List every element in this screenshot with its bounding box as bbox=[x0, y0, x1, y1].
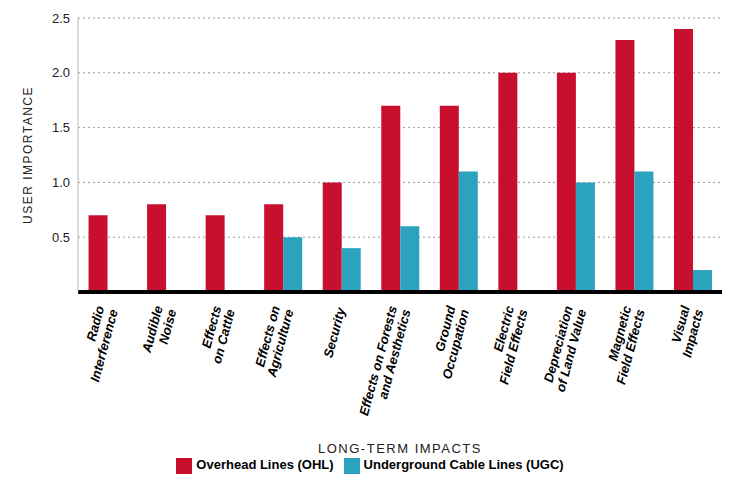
svg-text:MagneticField Effects: MagneticField Effects bbox=[600, 303, 648, 386]
svg-text:AudibleNoise: AudibleNoise bbox=[139, 304, 180, 359]
html-text:Underground Cable Lines (UGC): Underground Cable Lines (UGC) bbox=[363, 457, 564, 472]
svg-text:USER IMPORTANCE: USER IMPORTANCE bbox=[21, 86, 35, 224]
svg-text:Security: Security bbox=[320, 305, 348, 359]
svg-text:1.0: 1.0 bbox=[52, 175, 70, 190]
svg-text:Effects on Forestsand Aestheti: Effects on Forestsand Aesthetics bbox=[356, 304, 413, 421]
svg-text:Effects onAgriculture: Effects onAgriculture bbox=[250, 304, 296, 380]
svg-text:Effectson Cattle: Effectson Cattle bbox=[195, 304, 237, 365]
svg-text:ElectricField Effects: ElectricField Effects bbox=[483, 303, 531, 386]
html-text:Overhead Lines (OHL): Overhead Lines (OHL) bbox=[196, 457, 334, 472]
svg-text:RadioInterference: RadioInterference bbox=[74, 304, 121, 383]
svg-text:2.0: 2.0 bbox=[52, 65, 70, 80]
svg-text:2.5: 2.5 bbox=[52, 11, 70, 26]
svg-text:Depreciationof Land Value: Depreciationof Land Value bbox=[539, 304, 589, 393]
svg-text:0.5: 0.5 bbox=[52, 230, 70, 245]
svg-text:LONG-TERM IMPACTS: LONG-TERM IMPACTS bbox=[318, 441, 482, 456]
svg-text:1.5: 1.5 bbox=[52, 120, 70, 135]
svg-text:VisualImpacts: VisualImpacts bbox=[666, 304, 707, 359]
svg-text:GroundOccupation: GroundOccupation bbox=[426, 303, 473, 381]
